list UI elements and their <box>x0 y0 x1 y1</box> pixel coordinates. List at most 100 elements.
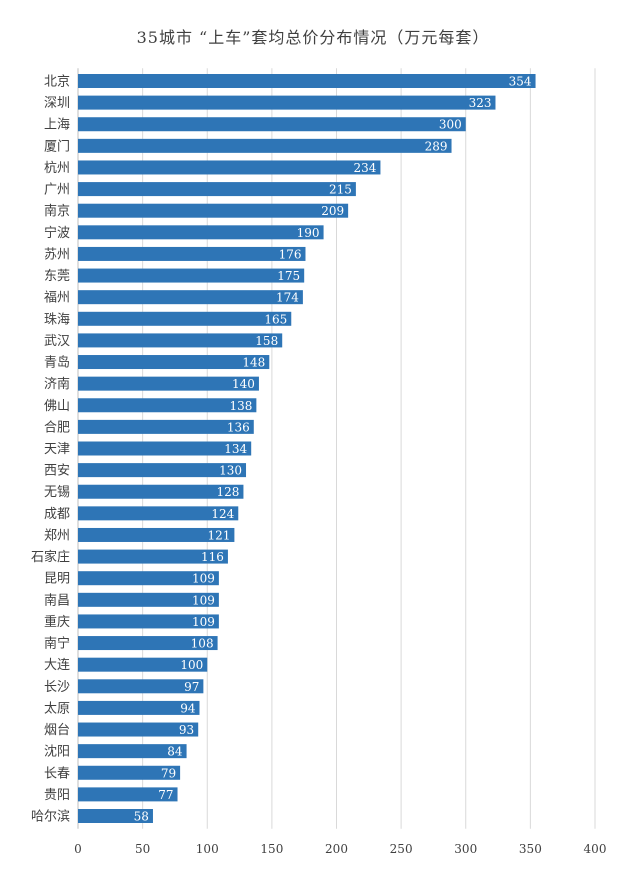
bar <box>78 722 199 737</box>
data-label: 209 <box>321 204 344 218</box>
category-label: 南昌 <box>44 592 70 608</box>
x-tick-label: 400 <box>584 842 607 856</box>
data-label: 175 <box>277 269 300 283</box>
bar <box>78 809 153 823</box>
category-label: 珠海 <box>44 312 70 327</box>
category-label: 昆明 <box>44 572 70 587</box>
bar <box>78 311 292 326</box>
bar <box>78 182 356 197</box>
data-label: 289 <box>425 139 448 153</box>
data-label: 138 <box>229 399 252 413</box>
category-label: 贵阳 <box>44 788 70 803</box>
category-label: 长沙 <box>44 680 70 695</box>
bar <box>78 160 381 175</box>
category-label: 佛山 <box>44 399 70 414</box>
bar <box>78 636 218 651</box>
data-label: 97 <box>184 680 199 694</box>
data-label: 136 <box>227 420 250 434</box>
bar <box>78 95 496 110</box>
data-label: 130 <box>219 464 242 478</box>
data-label: 174 <box>276 291 299 305</box>
category-label: 南宁 <box>44 636 70 652</box>
data-label: 128 <box>217 485 240 499</box>
data-label: 121 <box>207 528 230 542</box>
x-tick-label: 350 <box>519 842 542 856</box>
data-label: 116 <box>201 550 224 564</box>
data-label: 234 <box>354 161 377 175</box>
category-label: 太原 <box>44 701 70 716</box>
category-label: 合肥 <box>44 420 70 435</box>
category-label: 西安 <box>44 464 70 479</box>
bar <box>78 441 252 456</box>
x-tick-label: 0 <box>74 842 82 856</box>
data-label: 158 <box>255 334 278 348</box>
data-label: 109 <box>192 593 215 607</box>
bar <box>78 419 254 434</box>
bar <box>78 398 257 413</box>
x-tick-label: 200 <box>325 842 348 856</box>
category-label: 郑州 <box>44 528 70 543</box>
bar <box>78 484 244 499</box>
category-label: 北京 <box>44 75 70 90</box>
category-label: 苏州 <box>44 246 70 262</box>
bar <box>78 290 303 305</box>
x-tick-label: 150 <box>260 842 283 856</box>
category-label: 石家庄 <box>31 549 70 565</box>
bar <box>78 246 306 261</box>
bar <box>78 700 200 715</box>
x-tick-label: 300 <box>454 842 477 856</box>
bar <box>78 506 239 521</box>
category-label: 沈阳 <box>44 745 70 760</box>
data-label: 134 <box>224 442 247 456</box>
data-label: 109 <box>192 572 215 586</box>
data-label: 108 <box>191 637 214 651</box>
category-label: 福州 <box>44 291 70 306</box>
category-labels: 北京深圳上海厦门杭州广州南京宁波苏州东莞福州珠海武汉青岛济南佛山合肥天津西安无锡… <box>31 75 70 825</box>
category-label: 长春 <box>44 766 70 781</box>
data-label: 165 <box>264 312 287 326</box>
category-label: 哈尔滨 <box>31 809 70 825</box>
data-label: 323 <box>469 96 492 110</box>
bar <box>78 765 181 780</box>
bar <box>78 355 270 370</box>
category-label: 宁波 <box>44 225 70 241</box>
category-label: 重庆 <box>44 614 70 630</box>
bar <box>78 592 219 607</box>
category-label: 南京 <box>44 203 70 219</box>
data-label: 77 <box>158 788 173 802</box>
data-label: 79 <box>161 766 176 780</box>
x-tick-label: 250 <box>390 842 413 856</box>
bar <box>78 549 228 564</box>
bar <box>78 679 204 694</box>
bar <box>78 571 219 586</box>
category-label: 厦门 <box>44 139 70 154</box>
x-axis-tick-labels: 0 50 100 150 200 250 300 350 400 <box>74 842 606 856</box>
bar <box>78 527 235 542</box>
data-label: 58 <box>134 810 149 824</box>
bar <box>78 463 247 478</box>
data-label: 93 <box>179 723 194 737</box>
data-label: 140 <box>232 377 255 391</box>
bar <box>78 744 187 759</box>
category-label: 烟台 <box>44 723 70 738</box>
data-label: 190 <box>297 226 320 240</box>
data-label: 84 <box>167 745 183 759</box>
category-label: 东莞 <box>44 269 70 284</box>
bar <box>78 787 178 802</box>
bar <box>78 74 536 88</box>
data-label: 176 <box>279 247 302 261</box>
data-label: 300 <box>439 118 462 132</box>
category-label: 青岛 <box>44 355 70 371</box>
category-label: 无锡 <box>44 485 70 500</box>
data-label: 124 <box>211 507 234 521</box>
category-label: 大连 <box>44 657 70 673</box>
bar <box>78 333 283 348</box>
x-tick-label: 50 <box>135 842 150 856</box>
bar <box>78 614 219 629</box>
category-label: 深圳 <box>44 96 70 111</box>
category-label: 杭州 <box>44 161 70 176</box>
data-label: 354 <box>509 75 532 89</box>
data-label: 215 <box>329 183 352 197</box>
x-tick-label: 100 <box>196 842 219 856</box>
